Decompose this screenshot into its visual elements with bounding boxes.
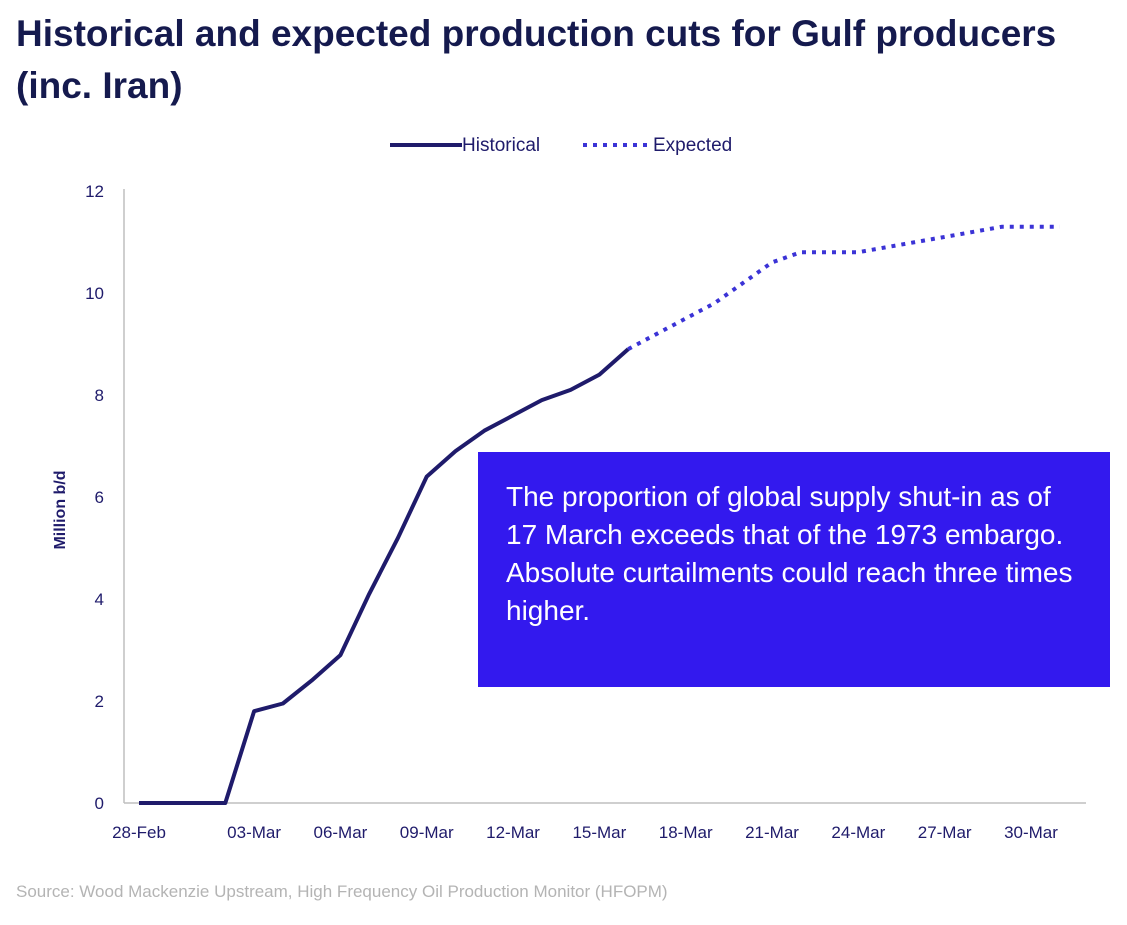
legend: Historical Expected: [390, 135, 732, 156]
series-lines: [139, 224, 1060, 805]
x-tick-label: 24-Mar: [831, 823, 885, 842]
y-tick-label: 6: [95, 488, 104, 507]
x-tick-label: 27-Mar: [918, 823, 972, 842]
y-tick-label: 12: [85, 182, 104, 201]
y-ticks: 0 2 4 6 8 10 12: [85, 182, 104, 813]
y-tick-label: 0: [95, 794, 104, 813]
x-tick-label: 15-Mar: [572, 823, 626, 842]
annotation-text: The proportion of global supply shut-in …: [506, 481, 1073, 626]
x-tick-label: 30-Mar: [1004, 823, 1058, 842]
y-tick-label: 10: [85, 284, 104, 303]
x-tick-label: 28-Feb: [112, 823, 166, 842]
x-tick-label: 21-Mar: [745, 823, 799, 842]
series-line-expected: [627, 224, 1060, 351]
x-tick-label: 18-Mar: [659, 823, 713, 842]
x-tick-label: 09-Mar: [400, 823, 454, 842]
chart-title: Historical and expected production cuts …: [16, 13, 1057, 106]
x-tick-label: 12-Mar: [486, 823, 540, 842]
annotation-callout: The proportion of global supply shut-in …: [478, 452, 1110, 687]
legend-historical-label: Historical: [462, 135, 540, 156]
y-tick-label: 2: [95, 692, 104, 711]
legend-expected-label: Expected: [653, 135, 732, 156]
series-line-historical: [139, 347, 630, 805]
y-tick-label: 4: [95, 590, 104, 609]
x-tick-label: 06-Mar: [313, 823, 367, 842]
y-tick-label: 8: [95, 386, 104, 405]
axes: [123, 189, 1086, 804]
y-axis-label: Million b/d: [52, 470, 69, 549]
x-ticks: 28-Feb 03-Mar 06-Mar 09-Mar 12-Mar 15-Mar 18-M…: [112, 823, 1058, 842]
source-note: Source: Wood Mackenzie Upstream, High Fr…: [16, 882, 668, 901]
x-tick-label: 03-Mar: [227, 823, 281, 842]
